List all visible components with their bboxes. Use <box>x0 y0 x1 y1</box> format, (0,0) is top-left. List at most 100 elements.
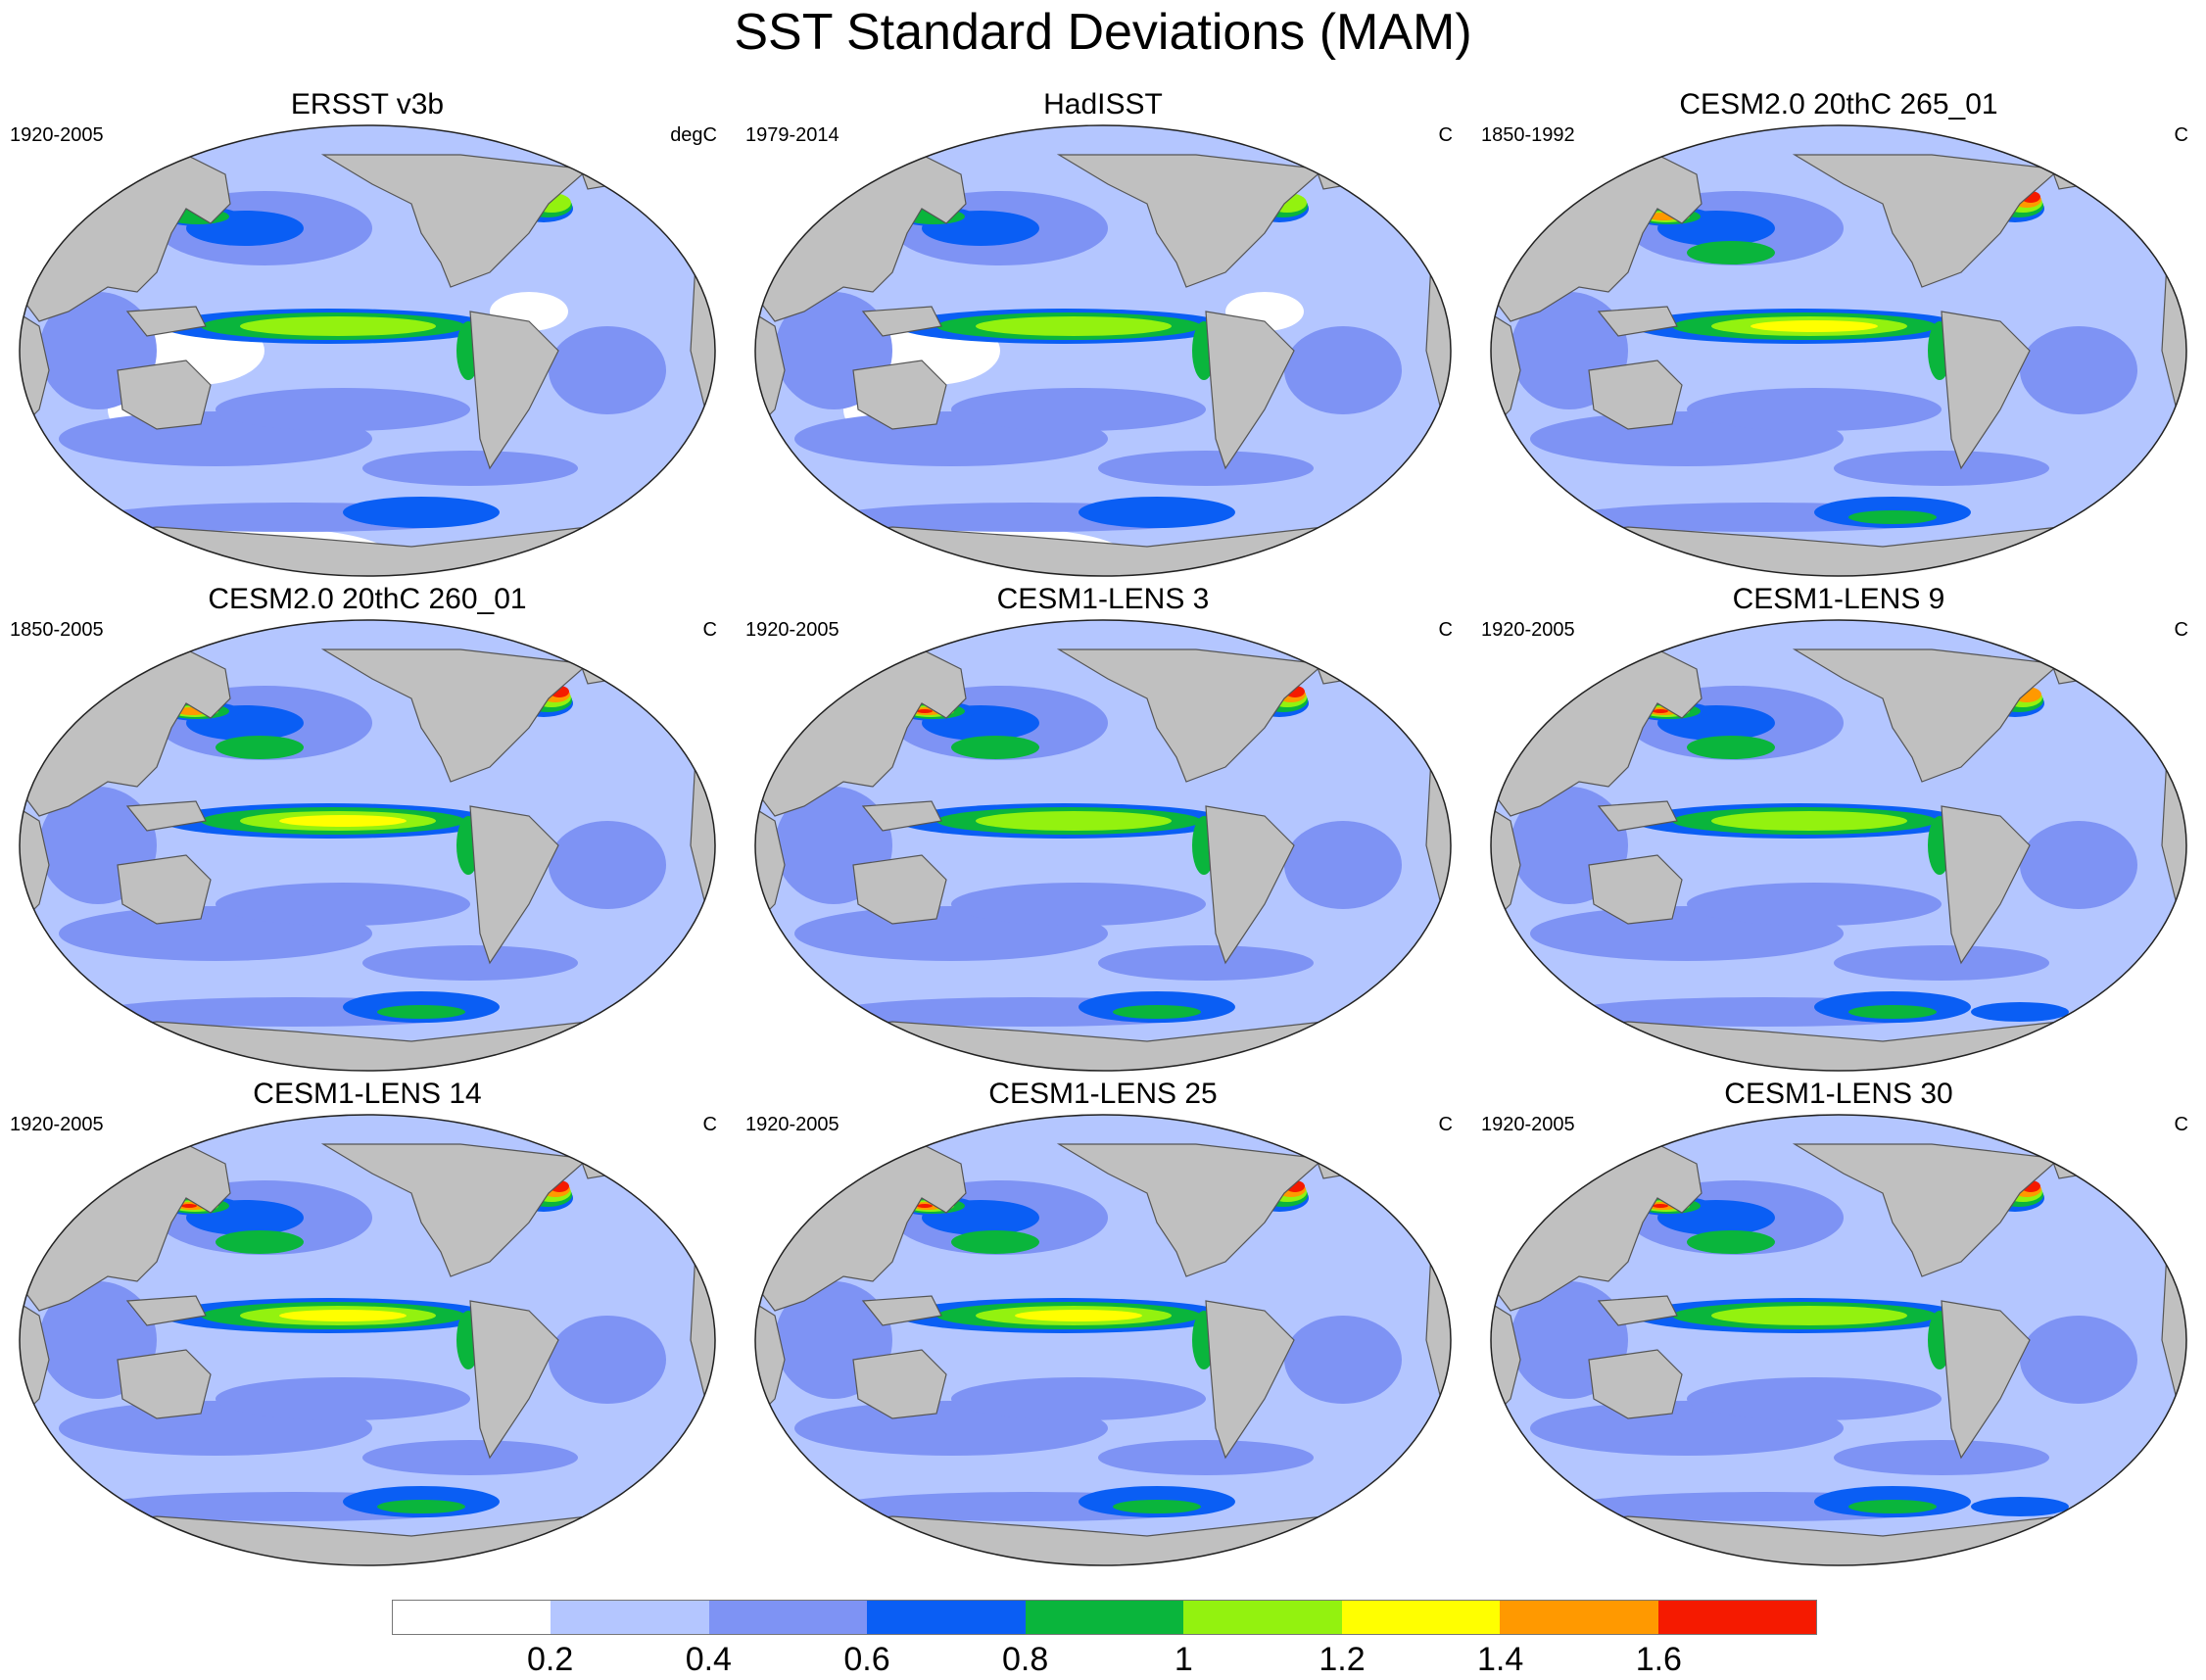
north-america-landmass <box>320 154 590 288</box>
africa-landmass <box>1491 300 1521 430</box>
africa-east-landmass <box>1425 262 1451 431</box>
panel-title: ERSST v3b <box>290 88 445 120</box>
map-border <box>1490 124 2187 577</box>
south-america-landmass <box>1941 805 2031 965</box>
moderate-variance-band <box>549 326 666 414</box>
southern-ocean-core <box>1113 1005 1201 1019</box>
africa-landmass <box>1491 1289 1521 1419</box>
world-map <box>754 619 1452 1072</box>
moderate-variance-band <box>216 883 470 926</box>
moderate-variance-band <box>2020 1316 2137 1404</box>
panel-units: C <box>2174 124 2188 146</box>
africa-east-landmass <box>2161 1251 2186 1420</box>
north-america-landmass <box>1792 648 2061 783</box>
kuroshio-extension <box>1653 709 1668 713</box>
panel-period: 1920-2005 <box>1481 619 1575 641</box>
kuroshio-extension <box>181 1204 197 1208</box>
north-america-landmass <box>1056 154 1325 288</box>
moderate-variance-band <box>1834 945 2049 981</box>
moderate-variance-band <box>2020 821 2137 909</box>
south-america-landmass <box>469 311 559 470</box>
africa-landmass <box>755 1289 786 1419</box>
panel-period: 1850-2005 <box>10 619 104 641</box>
africa-landmass <box>755 794 786 925</box>
sst-field <box>20 125 715 576</box>
moderate-variance-band <box>1284 326 1402 414</box>
maritime-continent-landmass <box>861 800 942 832</box>
australia-landmass <box>852 1349 947 1419</box>
panel-units: degC <box>670 124 717 146</box>
enso-tongue <box>279 815 407 827</box>
colorbar-label: 1 <box>1174 1641 1193 1678</box>
sst-field <box>755 620 1451 1071</box>
map-panel: CESM1-LENS 3 1920-2005 C <box>736 581 1470 1072</box>
south-america-landmass <box>469 1300 559 1460</box>
map-border <box>1490 619 2187 1072</box>
north-pacific-secondary <box>1687 241 1775 264</box>
africa-landmass <box>755 300 786 430</box>
map-panel: CESM2.0 20thC 265_01 1850-1992 C <box>1471 86 2206 577</box>
maritime-continent-landmass <box>125 1295 207 1326</box>
moderate-variance-band <box>1098 945 1314 981</box>
moderate-variance-band <box>1687 388 1942 431</box>
australia-landmass <box>852 360 947 430</box>
map-border <box>19 124 716 577</box>
world-map <box>1490 1114 2187 1566</box>
colorbar <box>392 1600 1817 1635</box>
colorbar-swatch <box>393 1601 552 1634</box>
moderate-variance-band <box>1687 883 1942 926</box>
africa-east-landmass <box>2161 756 2186 926</box>
maritime-continent-landmass <box>861 306 942 337</box>
panel-units: C <box>702 1114 717 1135</box>
map-panel: CESM1-LENS 14 1920-2005 C <box>0 1076 735 1566</box>
world-map <box>19 124 716 577</box>
panel-period: 1920-2005 <box>10 124 104 146</box>
south-america-landmass <box>1205 311 1295 470</box>
colorbar-swatch <box>1500 1601 1658 1634</box>
figure-title: SST Standard Deviations (MAM) <box>734 4 1472 61</box>
colorbar-swatch <box>1183 1601 1342 1634</box>
southern-ocean-core <box>1113 1500 1201 1513</box>
europe-west-landmass <box>1401 154 1451 234</box>
world-map <box>19 1114 716 1566</box>
panel-period: 1920-2005 <box>10 1114 104 1135</box>
north-pacific-secondary <box>951 1230 1039 1254</box>
enso-tongue <box>240 316 436 336</box>
enso-tongue <box>1711 1306 1907 1325</box>
south-america-landmass <box>1205 805 1295 965</box>
europe-west-landmass <box>1401 1143 1451 1224</box>
sst-field <box>1491 620 2186 1071</box>
australia-landmass <box>117 360 212 430</box>
panel-units: C <box>2174 619 2188 641</box>
panel-units: C <box>1438 619 1453 641</box>
south-america-landmass <box>1941 311 2031 470</box>
panel-period: 1979-2014 <box>745 124 839 146</box>
sst-field <box>1491 1115 2186 1565</box>
north-pacific-secondary <box>216 736 304 759</box>
moderate-variance-band <box>1834 451 2049 486</box>
enso-tongue <box>1711 811 1907 831</box>
map-border <box>19 1114 716 1566</box>
map-border <box>754 619 1452 1072</box>
sst-field <box>20 1115 715 1565</box>
map-panel: ERSST v3b 1920-2005 degC <box>0 86 735 577</box>
map-border <box>754 124 1452 577</box>
maritime-continent-landmass <box>861 1295 942 1326</box>
europe-west-landmass <box>665 1143 715 1224</box>
europe-west-landmass <box>665 648 715 729</box>
southern-ocean-anomaly <box>1079 497 1235 528</box>
southern-ocean-secondary <box>1971 1497 2069 1516</box>
panel-units: C <box>2174 1114 2188 1135</box>
map-panel: HadISST 1979-2014 C <box>736 86 1470 577</box>
southern-ocean-core <box>1848 1500 1937 1513</box>
moderate-variance-band <box>362 451 578 486</box>
australia-landmass <box>117 1349 212 1419</box>
moderate-variance-band <box>362 945 578 981</box>
europe-west-landmass <box>2136 154 2186 234</box>
australia-landmass <box>1588 360 1683 430</box>
panel-units: C <box>1438 124 1453 146</box>
north-america-landmass <box>1792 154 2061 288</box>
moderate-variance-band <box>1098 451 1314 486</box>
maritime-continent-landmass <box>1597 800 1678 832</box>
africa-east-landmass <box>690 1251 715 1420</box>
